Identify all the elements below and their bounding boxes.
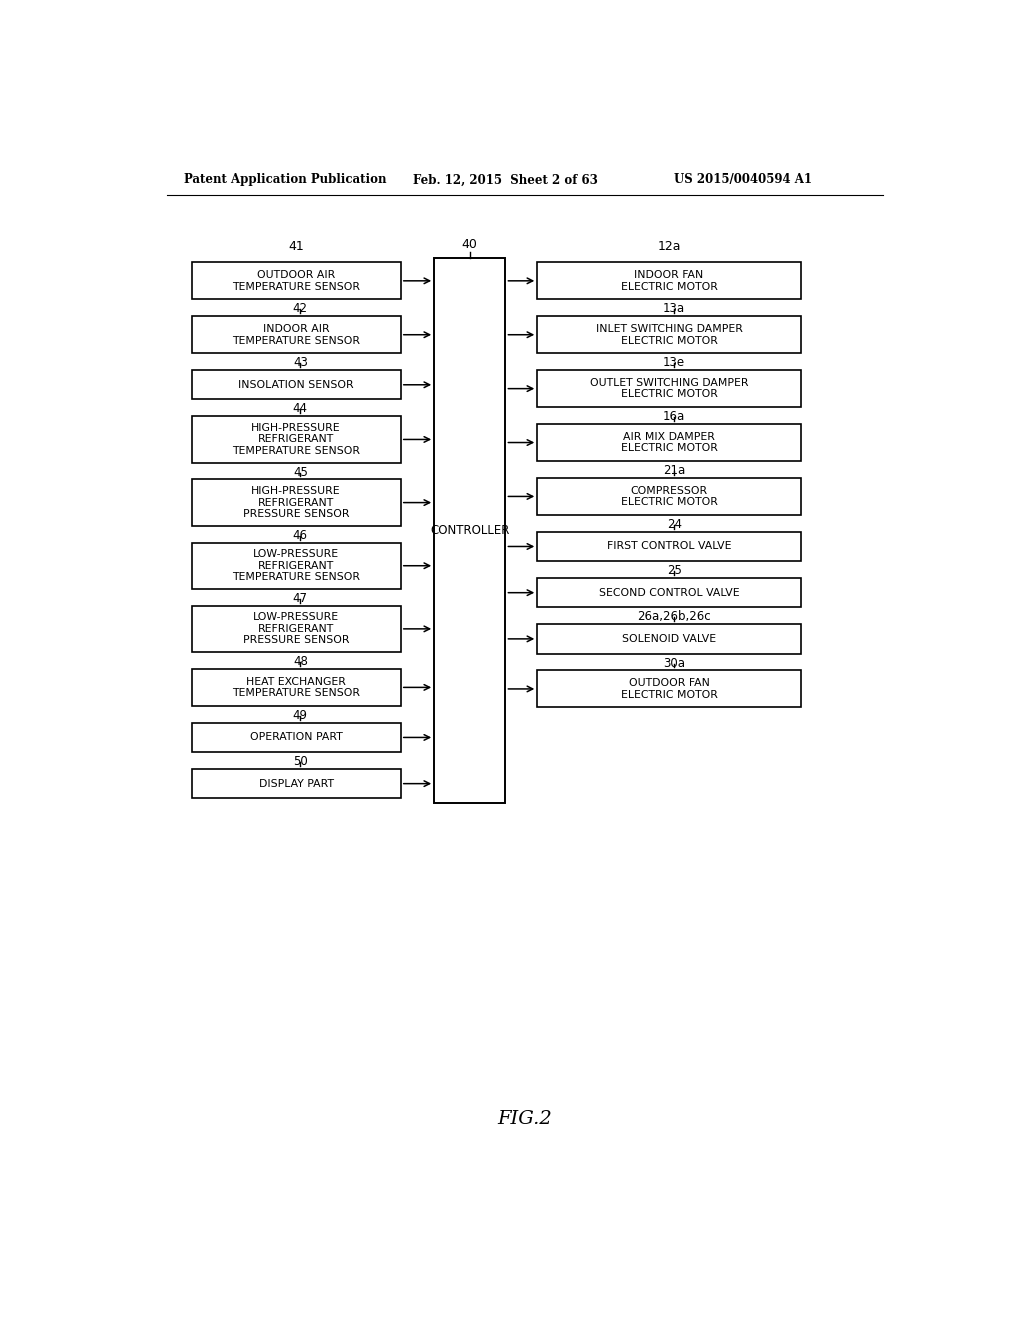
Text: FIG.2: FIG.2 <box>498 1110 552 1129</box>
Bar <box>434 257 506 803</box>
Text: 43: 43 <box>293 356 308 370</box>
Bar <box>538 532 801 561</box>
Bar <box>191 416 400 462</box>
Text: INSOLATION SENSOR: INSOLATION SENSOR <box>239 380 354 389</box>
Bar <box>191 543 400 589</box>
Text: LOW-PRESSURE
REFRIGERANT
TEMPERATURE SENSOR: LOW-PRESSURE REFRIGERANT TEMPERATURE SEN… <box>232 549 360 582</box>
Bar <box>191 770 400 799</box>
Bar <box>538 317 801 354</box>
Text: COMPRESSOR
ELECTRIC MOTOR: COMPRESSOR ELECTRIC MOTOR <box>621 486 718 507</box>
Text: INDOOR FAN
ELECTRIC MOTOR: INDOOR FAN ELECTRIC MOTOR <box>621 271 718 292</box>
Bar <box>538 671 801 708</box>
Text: CONTROLLER: CONTROLLER <box>430 524 510 537</box>
Text: AIR MIX DAMPER
ELECTRIC MOTOR: AIR MIX DAMPER ELECTRIC MOTOR <box>621 432 718 453</box>
Bar <box>191 669 400 706</box>
Text: US 2015/0040594 A1: US 2015/0040594 A1 <box>675 173 812 186</box>
Text: OUTDOOR FAN
ELECTRIC MOTOR: OUTDOOR FAN ELECTRIC MOTOR <box>621 678 718 700</box>
Text: 46: 46 <box>293 529 308 541</box>
Text: 25: 25 <box>667 564 682 577</box>
Text: 44: 44 <box>293 403 308 416</box>
Text: 47: 47 <box>293 591 308 605</box>
Text: Feb. 12, 2015  Sheet 2 of 63: Feb. 12, 2015 Sheet 2 of 63 <box>414 173 598 186</box>
Bar <box>538 424 801 461</box>
Text: 26a,26b,26c: 26a,26b,26c <box>637 610 711 623</box>
Bar <box>191 370 400 400</box>
Text: 21a: 21a <box>664 465 685 477</box>
Text: HIGH-PRESSURE
REFRIGERANT
TEMPERATURE SENSOR: HIGH-PRESSURE REFRIGERANT TEMPERATURE SE… <box>232 422 360 455</box>
Text: 41: 41 <box>289 240 304 253</box>
Bar <box>538 263 801 300</box>
Text: 50: 50 <box>293 755 308 768</box>
Text: LOW-PRESSURE
REFRIGERANT
PRESSURE SENSOR: LOW-PRESSURE REFRIGERANT PRESSURE SENSOR <box>243 612 349 645</box>
Text: SOLENOID VALVE: SOLENOID VALVE <box>622 634 716 644</box>
Text: INDOOR AIR
TEMPERATURE SENSOR: INDOOR AIR TEMPERATURE SENSOR <box>232 323 360 346</box>
Text: INLET SWITCHING DAMPER
ELECTRIC MOTOR: INLET SWITCHING DAMPER ELECTRIC MOTOR <box>596 323 742 346</box>
Text: OUTLET SWITCHING DAMPER
ELECTRIC MOTOR: OUTLET SWITCHING DAMPER ELECTRIC MOTOR <box>590 378 749 400</box>
Text: 13e: 13e <box>664 356 685 370</box>
Bar <box>538 478 801 515</box>
Text: OUTDOOR AIR
TEMPERATURE SENSOR: OUTDOOR AIR TEMPERATURE SENSOR <box>232 271 360 292</box>
Text: 12a: 12a <box>657 240 681 253</box>
Bar <box>191 317 400 354</box>
Text: DISPLAY PART: DISPLAY PART <box>259 779 334 788</box>
Text: OPERATION PART: OPERATION PART <box>250 733 343 742</box>
Text: SECOND CONTROL VALVE: SECOND CONTROL VALVE <box>599 587 739 598</box>
Bar <box>538 624 801 653</box>
Text: 30a: 30a <box>664 656 685 669</box>
Bar <box>538 370 801 407</box>
Bar <box>191 479 400 525</box>
Bar <box>191 263 400 300</box>
Text: 13a: 13a <box>664 302 685 315</box>
Text: 49: 49 <box>293 709 308 722</box>
Text: 16a: 16a <box>664 411 685 424</box>
Text: 42: 42 <box>293 302 308 315</box>
Text: 48: 48 <box>293 655 308 668</box>
Text: Patent Application Publication: Patent Application Publication <box>183 173 386 186</box>
Text: 24: 24 <box>667 517 682 531</box>
Text: FIRST CONTROL VALVE: FIRST CONTROL VALVE <box>606 541 731 552</box>
Text: HIGH-PRESSURE
REFRIGERANT
PRESSURE SENSOR: HIGH-PRESSURE REFRIGERANT PRESSURE SENSO… <box>243 486 349 519</box>
Text: 45: 45 <box>293 466 308 479</box>
Text: HEAT EXCHANGER
TEMPERATURE SENSOR: HEAT EXCHANGER TEMPERATURE SENSOR <box>232 677 360 698</box>
Text: 40: 40 <box>462 238 478 251</box>
Bar <box>191 723 400 752</box>
Bar <box>538 578 801 607</box>
Bar <box>191 606 400 652</box>
